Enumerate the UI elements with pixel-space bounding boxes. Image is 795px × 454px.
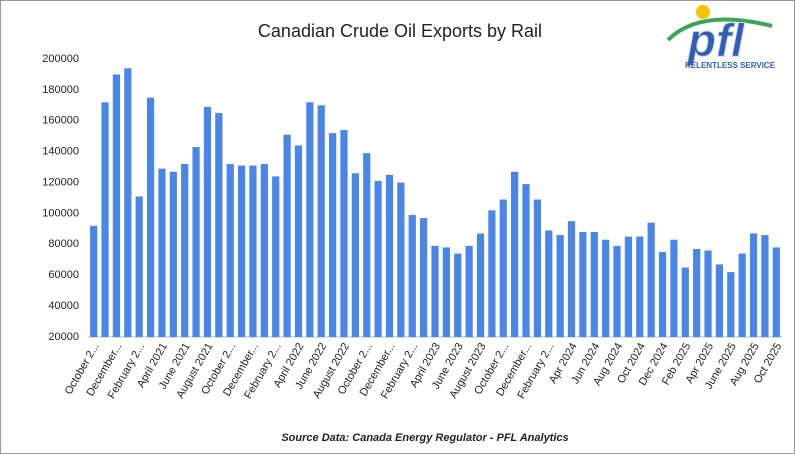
bar [761,235,769,337]
bar [249,165,257,337]
bar [169,171,177,337]
bar [670,239,678,337]
bar [545,230,553,337]
bar [237,165,246,337]
bar [203,106,212,337]
y-tick-label: 60000 [48,269,79,281]
bar [636,236,644,337]
bar [124,68,132,338]
bar [556,235,564,337]
bar [420,218,428,337]
bar [146,97,155,337]
bar [465,245,473,337]
bar [226,164,234,337]
bar [442,247,450,337]
y-tick-label: 20000 [48,331,79,343]
bar [283,134,291,337]
bar [567,221,576,337]
y-tick-label: 180000 [42,84,79,96]
bar [374,181,382,337]
logo: pfl RELENTLESS SERVICE [666,5,776,70]
y-tick-label: 100000 [42,207,79,219]
bar [135,196,143,337]
bar [647,222,655,337]
bar [351,173,359,337]
logo-sun [696,5,710,19]
bar [488,210,496,337]
bar [693,248,701,337]
bar [215,113,223,337]
bar [624,236,633,337]
y-tick-label: 160000 [42,115,79,127]
y-tick-label: 120000 [42,176,79,188]
logo-tagline: RELENTLESS SERVICE [685,61,776,70]
bar [681,267,689,337]
source-note: Source Data: Canada Energy Regulator - P… [281,432,568,444]
bar [272,176,280,337]
y-tick-label: 80000 [48,238,79,250]
bar [704,250,712,337]
bar [385,174,394,337]
y-tick-label: 200000 [42,53,79,65]
bar [533,199,541,337]
bar [112,74,121,337]
bar [260,164,268,337]
bar [658,252,667,337]
bar [738,253,746,337]
y-tick-label: 40000 [48,300,79,312]
y-tick-label: 140000 [42,146,79,158]
bar [90,225,98,337]
bar [306,102,314,337]
bar [613,245,621,337]
bar [749,233,758,337]
bar [499,199,507,337]
logo-text: pfl [686,14,745,66]
bar [397,182,405,337]
bar [363,153,371,337]
bar [294,145,303,337]
bar [192,147,200,337]
bar [158,168,166,337]
chart-title: Canadian Crude Oil Exports by Rail [258,21,542,41]
bar [511,171,519,337]
bar [454,253,462,337]
bar [522,184,530,337]
bar [602,239,610,337]
logo-arc [666,17,773,42]
bar [590,231,598,337]
bar [340,130,348,337]
bar [772,247,780,337]
bar [476,233,485,337]
bar [727,272,735,337]
bar [408,214,416,337]
bar [715,264,724,337]
bar [329,133,337,337]
bar [101,102,109,337]
bar [181,164,189,337]
bar [431,245,439,337]
bar [579,231,587,337]
bar [317,105,325,337]
